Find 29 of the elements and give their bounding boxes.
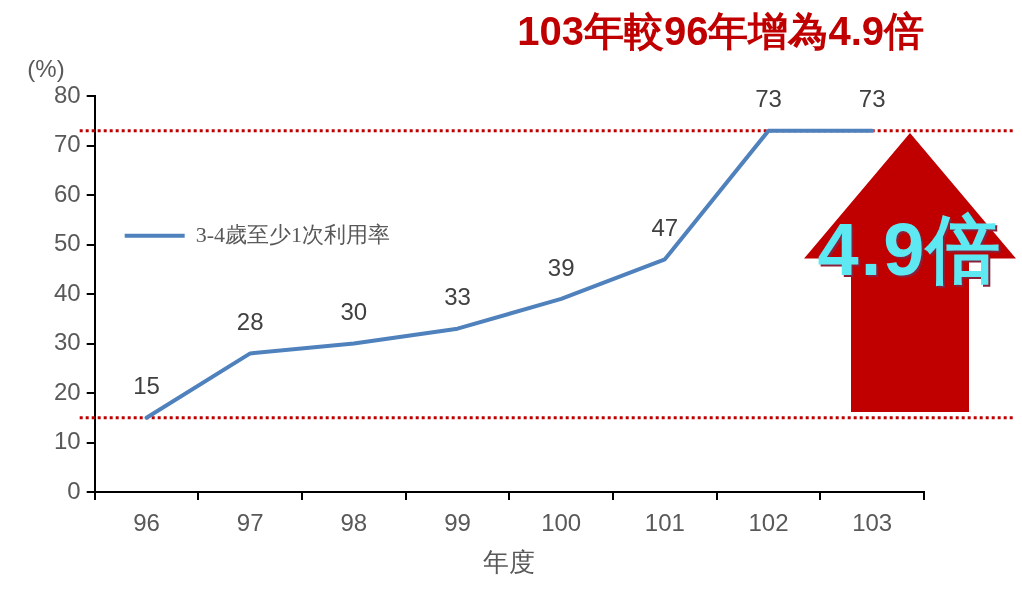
data-label: 73 (755, 85, 782, 113)
y-tick-label: 20 (53, 377, 81, 405)
x-tick-label: 103 (852, 509, 893, 537)
x-axis-title: 年度 (483, 548, 536, 578)
x-tick-label: 100 (541, 509, 582, 537)
y-axis-title: (%) (27, 54, 65, 82)
y-tick-label: 60 (53, 179, 81, 207)
x-tick-label: 97 (236, 509, 264, 537)
data-label: 15 (133, 372, 160, 400)
x-tick-label: 96 (133, 509, 160, 537)
y-tick-label: 30 (53, 328, 81, 356)
data-label: 73 (858, 85, 886, 113)
x-tick-label: 101 (644, 509, 685, 537)
y-tick-label: 40 (53, 278, 81, 306)
chart-title: 103年較96年增為4.9倍 (517, 9, 924, 54)
data-label: 30 (340, 298, 368, 326)
x-tick-label: 102 (748, 509, 789, 537)
y-tick-label: 50 (53, 229, 81, 257)
y-tick-label: 70 (53, 130, 81, 158)
data-label: 33 (444, 283, 471, 311)
data-label: 28 (236, 308, 264, 336)
y-tick-label: 0 (67, 476, 81, 504)
annotation: 4.9倍 (816, 208, 1004, 293)
data-label: 47 (651, 213, 679, 241)
data-label: 39 (547, 253, 575, 281)
x-tick-label: 98 (340, 509, 368, 537)
y-tick-label: 10 (53, 427, 81, 455)
legend-label: 3-4歲至少1次利用率 (195, 221, 391, 247)
x-tick-label: 99 (444, 509, 471, 537)
